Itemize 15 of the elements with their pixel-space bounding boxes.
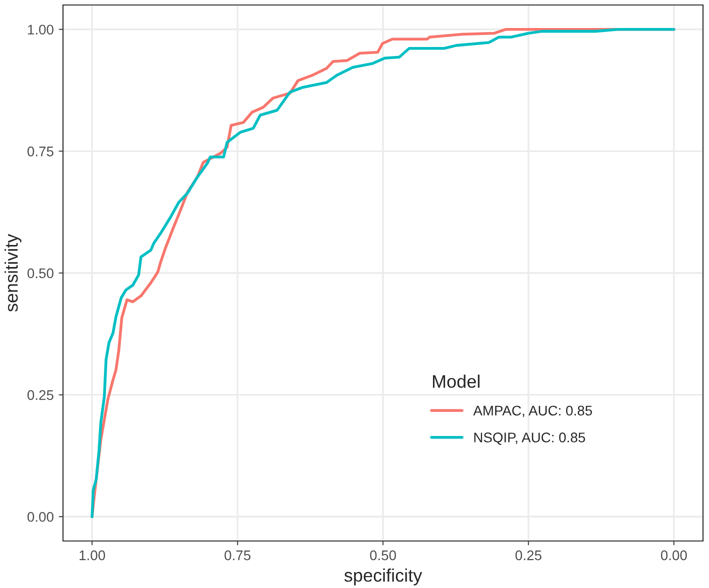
x-tick-label: 0.50 <box>370 550 396 560</box>
legend-label: NSQIP, AUC: 0.85 <box>474 432 586 445</box>
y-tick-label: 1.00 <box>28 24 54 35</box>
x-tick-label: 0.00 <box>660 550 687 560</box>
y-tick-label: 0.00 <box>27 512 54 522</box>
y-axis-title: sensitivity <box>4 234 22 312</box>
y-tick-label: 0.25 <box>27 390 54 400</box>
x-tick-label: 1.00 <box>80 550 106 560</box>
x-tick-label: 0.75 <box>224 550 250 560</box>
y-tick-label: 0.50 <box>27 268 54 278</box>
y-tick-label: 0.75 <box>27 146 54 156</box>
legend-title: Model <box>432 374 480 388</box>
legend-label: AMPAC, AUC: 0.85 <box>473 406 592 418</box>
x-tick-label: 0.25 <box>515 550 542 560</box>
x-axis-title: specificity <box>344 568 422 586</box>
